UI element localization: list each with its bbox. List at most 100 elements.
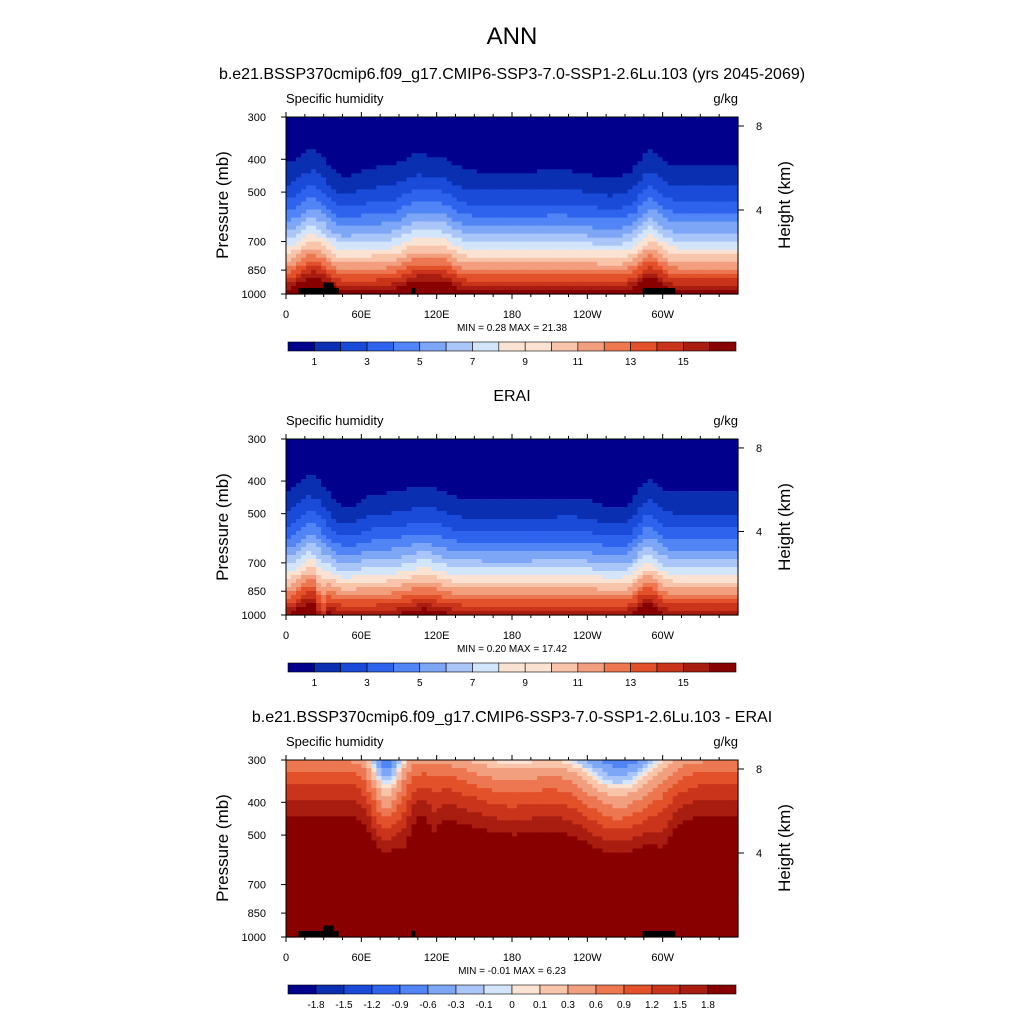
contour-cell (692, 233, 699, 239)
contour-cell (426, 277, 433, 283)
contour-cell (316, 237, 322, 243)
contour-cell (642, 189, 649, 195)
contour-cell (522, 189, 528, 195)
contour-cell (612, 229, 619, 235)
contour-cell (712, 459, 719, 464)
contour-cell (712, 161, 719, 166)
contour-cell (667, 229, 674, 235)
contour-cell (592, 289, 598, 295)
contour-cell (627, 277, 634, 283)
contour-cell (547, 189, 553, 195)
contour-cell (311, 117, 317, 122)
contour-cell (446, 201, 453, 207)
contour-cell (336, 121, 342, 126)
contour-cell (667, 201, 674, 207)
contour-cell (396, 447, 403, 452)
contour-cell (652, 153, 659, 158)
contour-cell (431, 193, 438, 199)
contour-cell (306, 467, 312, 472)
contour-cell (697, 137, 704, 142)
contour-cell (336, 245, 342, 251)
contour-cell (572, 277, 578, 283)
contour-cell (386, 273, 393, 279)
contour-cell (717, 137, 724, 142)
contour-cell (562, 137, 568, 142)
contour-cell (577, 253, 583, 259)
contour-cell (476, 205, 483, 211)
contour-cell (617, 265, 624, 271)
contour-cell (391, 233, 398, 239)
contour-cell (527, 129, 533, 134)
contour-cell (286, 233, 292, 239)
contour-cell (632, 463, 639, 468)
contour-cell (436, 165, 443, 170)
contour-cell (376, 273, 383, 279)
contour-cell (341, 289, 347, 295)
contour-cell (512, 217, 518, 223)
contour-cell (527, 149, 533, 154)
contour-cell (547, 185, 553, 191)
contour-cell (441, 121, 448, 126)
contour-cell (396, 233, 403, 239)
contour-cell (577, 451, 583, 456)
contour-cell (466, 221, 473, 227)
contour-cell (491, 193, 498, 199)
contour-cell (682, 173, 689, 178)
contour-cell (491, 117, 498, 122)
contour-cell (286, 165, 292, 170)
contour-cell (532, 129, 538, 134)
contour-cell (396, 265, 403, 271)
contour-cell (557, 125, 563, 130)
contour-cell (672, 467, 679, 472)
contour-cell (461, 439, 468, 444)
contour-cell (326, 217, 332, 223)
contour-cell (612, 165, 619, 170)
contour-cell (677, 181, 684, 186)
contour-cell (562, 221, 568, 227)
contour-cell (552, 221, 558, 227)
contour-cell (712, 261, 719, 267)
contour-cell (707, 161, 714, 166)
contour-cell (401, 221, 408, 227)
contour-cell (441, 181, 448, 186)
contour-cell (426, 269, 433, 275)
contour-cell (712, 209, 719, 215)
contour-cell (547, 463, 553, 468)
contour-cell (396, 261, 403, 267)
contour-cell (361, 277, 367, 283)
contour-cell (291, 173, 297, 178)
contour-cell (592, 225, 598, 231)
contour-cell (366, 237, 372, 243)
contour-cell (421, 265, 428, 271)
contour-cell (471, 217, 478, 223)
contour-cell (341, 463, 347, 468)
contour-cell (642, 217, 649, 223)
contour-cell (682, 269, 689, 275)
contour-cell (296, 153, 302, 158)
contour-cell (306, 217, 312, 223)
contour-cell (672, 475, 679, 480)
contour-cell (662, 157, 669, 162)
contour-cell (456, 249, 463, 255)
contour-cell (727, 277, 734, 283)
contour-cell (702, 245, 709, 251)
contour-cell (582, 285, 588, 291)
contour-cell (311, 261, 317, 267)
contour-cell (486, 125, 493, 130)
contour-cell (677, 289, 684, 295)
contour-cell (401, 153, 408, 158)
contour-cell (587, 261, 593, 267)
contour-cell (687, 221, 694, 227)
contour-cell (501, 165, 508, 170)
contour-cell (366, 197, 372, 203)
contour-cell (602, 451, 609, 456)
contour-cell (451, 245, 458, 251)
contour-cell (336, 471, 342, 476)
contour-cell (486, 157, 493, 162)
contour-cell (687, 257, 694, 263)
contour-cell (657, 451, 664, 456)
contour-cell (607, 257, 614, 263)
contour-cell (592, 213, 598, 219)
contour-cell (662, 241, 669, 247)
contour-cell (306, 245, 312, 251)
